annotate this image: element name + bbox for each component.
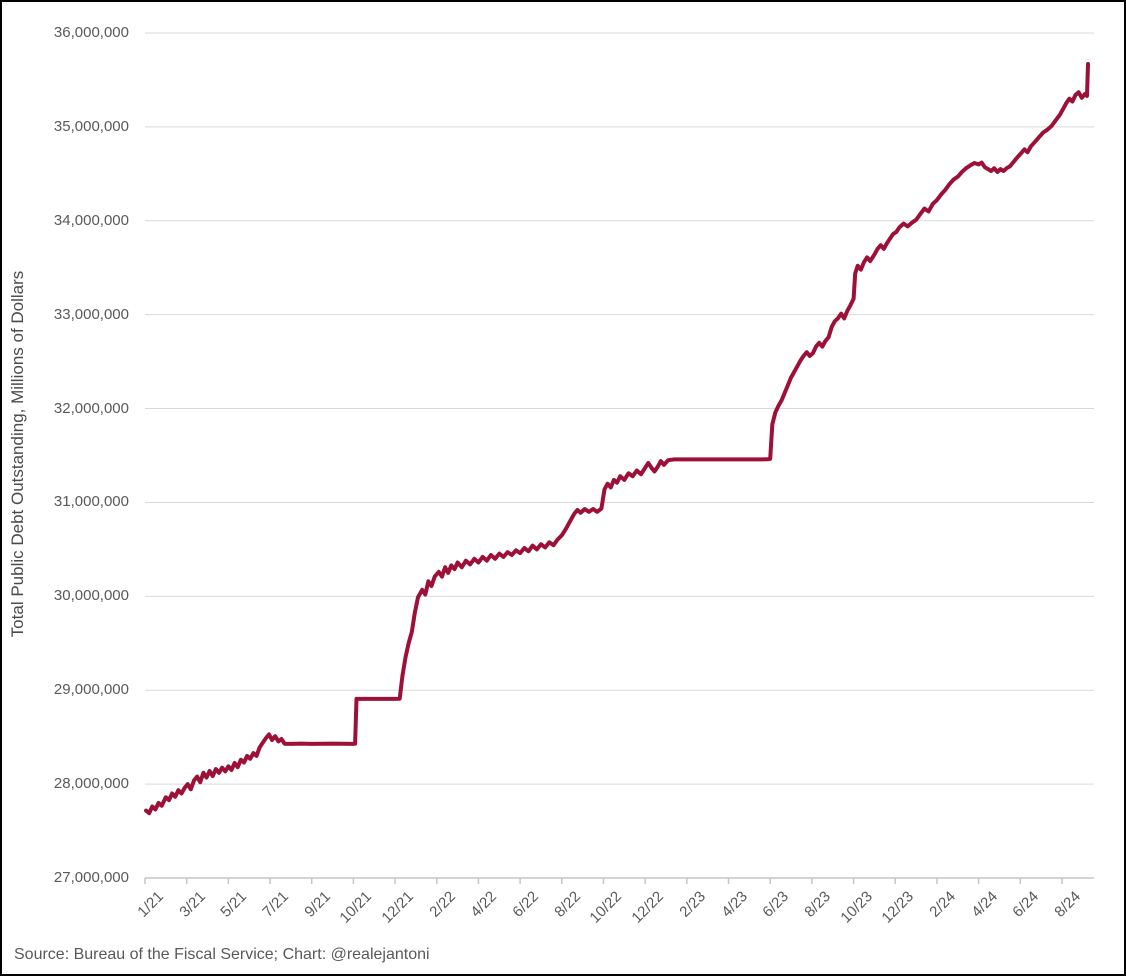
y-axis-tick-label: 33,000,000 (53, 305, 129, 323)
y-axis-tick-label: 35,000,000 (53, 117, 129, 135)
y-axis-tick-label: 32,000,000 (53, 399, 129, 417)
debt-line-series (144, 62, 1090, 816)
y-axis-tick-label: 34,000,000 (53, 211, 129, 229)
y-axis-tick-label: 31,000,000 (53, 493, 129, 511)
y-axis-tick-label: 30,000,000 (53, 587, 129, 605)
y-axis-title: Total Public Debt Outstanding, Millions … (8, 270, 27, 638)
y-axis-tick-label: 36,000,000 (53, 24, 129, 41)
source-note: Source: Bureau of the Fiscal Service; Ch… (14, 946, 430, 963)
y-axis-tick-label: 27,000,000 (53, 869, 129, 886)
y-axis-tick-label: 28,000,000 (53, 775, 129, 793)
y-axis-tick-label: 29,000,000 (53, 681, 129, 699)
